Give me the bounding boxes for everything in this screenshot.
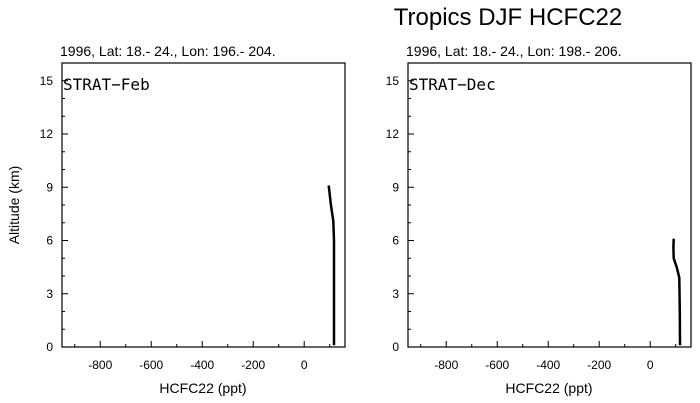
panel-left-xlabel: HCFC22 (ppt) xyxy=(159,380,246,396)
panel-left: 1996, Lat: 18.- 24., Lon: 196.- 204. STR… xyxy=(6,43,346,396)
panel-left-series xyxy=(327,185,336,346)
panel-left-yticks: 0 3 6 9 12 15 xyxy=(40,62,68,354)
panel-right-yticks: 0 3 6 9 12 15 xyxy=(386,62,414,354)
series-line xyxy=(672,238,682,346)
x-tick-label: 0 xyxy=(647,358,654,372)
panel-left-plot-frame xyxy=(61,62,346,348)
y-tick-label: 0 xyxy=(392,340,399,354)
y-tick-label: 12 xyxy=(386,127,400,141)
x-tick-label: -600 xyxy=(139,358,163,372)
x-tick-label: -200 xyxy=(241,358,265,372)
y-tick-label: 3 xyxy=(392,287,399,301)
x-tick-label: -600 xyxy=(485,358,509,372)
panel-right-xlabel: HCFC22 (ppt) xyxy=(505,380,592,396)
x-tick-label: -400 xyxy=(536,358,560,372)
panel-left-xticks: -800 -600 -400 -200 0 xyxy=(74,341,331,372)
panel-right-xticks: -800 -600 -400 -200 0 xyxy=(420,341,677,372)
y-tick-label: 6 xyxy=(46,234,53,248)
y-tick-label: 9 xyxy=(392,180,399,194)
panel-right-subtitle: 1996, Lat: 18.- 24., Lon: 198.- 206. xyxy=(406,43,622,59)
panel-right: 1996, Lat: 18.- 24., Lon: 198.- 206. STR… xyxy=(386,43,692,396)
panel-left-subtitle: 1996, Lat: 18.- 24., Lon: 196.- 204. xyxy=(60,43,276,59)
y-tick-label: 15 xyxy=(40,74,54,88)
series-line xyxy=(327,185,336,346)
panel-right-series xyxy=(672,238,682,346)
y-tick-label: 6 xyxy=(392,234,399,248)
y-tick-label: 12 xyxy=(40,127,54,141)
y-tick-label: 15 xyxy=(386,74,400,88)
panel-right-plot-frame xyxy=(407,62,692,348)
x-tick-label: -800 xyxy=(88,358,112,372)
x-tick-label: -800 xyxy=(434,358,458,372)
x-tick-label: -400 xyxy=(190,358,214,372)
figure-title: Tropics DJF HCFC22 xyxy=(394,4,622,31)
y-tick-label: 9 xyxy=(46,180,53,194)
panel-right-label: STRAT−Dec xyxy=(409,75,496,94)
panel-left-label: STRAT−Feb xyxy=(63,75,150,94)
x-tick-label: 0 xyxy=(301,358,308,372)
panel-left-ylabel: Altitude (km) xyxy=(6,166,22,245)
y-tick-label: 0 xyxy=(46,340,53,354)
y-tick-label: 3 xyxy=(46,287,53,301)
x-tick-label: -200 xyxy=(587,358,611,372)
